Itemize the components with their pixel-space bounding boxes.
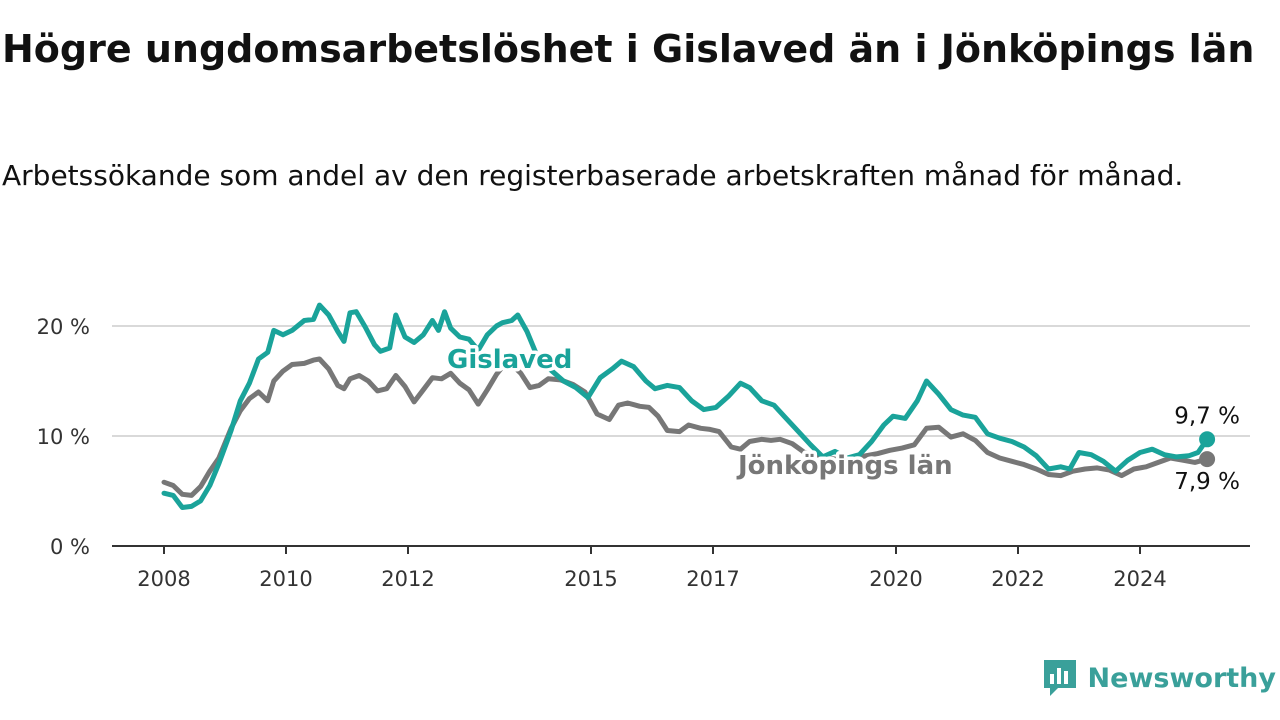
x-tick-label: 2022 [991,567,1044,591]
series-label-gislaved: Gislaved [447,345,572,375]
brand-name: Newsworthy [1087,662,1276,694]
series-endpoint-gislaved [1199,431,1216,448]
end-value-jonkoping: 7,9 % [1174,469,1240,495]
series-label-jonkoping: Jönköpings län [736,451,953,481]
series-lines [161,302,1216,510]
x-tick-label: 2017 [686,567,739,591]
end-value-gislaved: 9,7 % [1174,403,1240,429]
newsworthy-logo-icon [1043,660,1076,696]
y-tick-label: 20 % [37,315,90,339]
line-chart: 0 % 10 % 20 % 2008 2010 2012 2015 2017 2020 2022… [37,302,1250,591]
chart-title: Högre ungdomsarbetslöshet i Gislaved än … [2,27,1255,71]
x-tick-label: 2024 [1113,567,1166,591]
series-endpoint-jonkoping [1199,451,1216,468]
series-line-jonkoping [161,356,1210,498]
y-tick-label: 10 % [37,425,90,449]
series-labels: Gislaved Jönköpings län 9,7 % 7,9 % [444,342,1243,498]
x-tick-label: 2008 [137,567,190,591]
x-tick-label: 2010 [259,567,312,591]
chart-subtitle: Arbetssökande som andel av den registerb… [2,159,1184,192]
x-axis-ticks: 2008 2010 2012 2015 2017 2020 2022 2024 [137,546,1167,591]
x-tick-label: 2012 [381,567,434,591]
y-tick-label: 0 % [50,535,90,559]
grid-lines [112,325,1250,437]
y-axis-ticks: 0 % 10 % 20 % [37,315,90,559]
x-tick-label: 2015 [564,567,617,591]
series-line-gislaved [161,302,1210,510]
brand-logo: Newsworthy [1042,658,1276,698]
x-tick-label: 2020 [869,567,922,591]
